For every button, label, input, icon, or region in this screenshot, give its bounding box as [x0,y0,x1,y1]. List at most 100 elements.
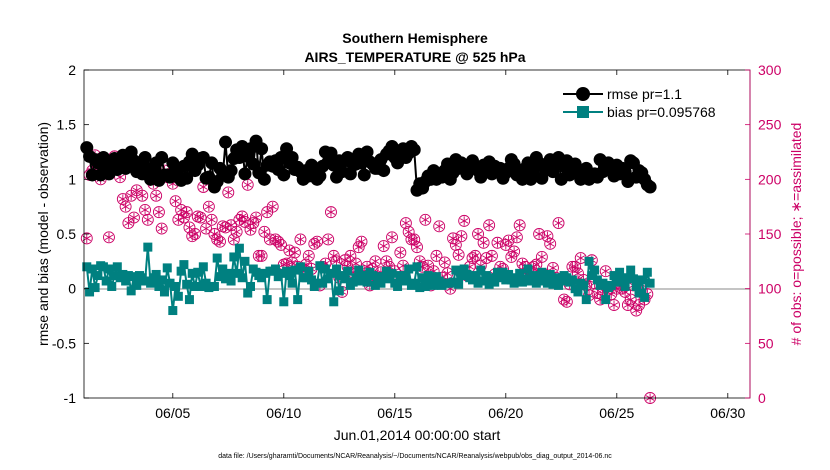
obs-possible-point [541,230,554,243]
bias-point [107,281,117,291]
bias-point [590,265,600,275]
bias-point [118,269,128,279]
obs-possible-point [394,246,407,259]
y-axis-label: rmse and bias (model - observation) [35,122,51,346]
obs-assimilated-point [515,220,524,230]
obs-possible-point [308,237,321,250]
obs-assimilated-point [387,232,397,242]
obs-possible-point [447,232,460,245]
obs-assimilated-point [232,227,241,237]
bias-point [85,287,95,297]
rmse-point [138,150,152,164]
rmse-point [219,135,233,149]
obs-possible-point [408,233,421,246]
bias-point [262,295,272,305]
obs-possible-point [510,231,523,244]
obs-assimilated-point [412,242,422,252]
obs-possible-point [266,200,279,213]
obs-assimilated-point [357,237,366,247]
obs-possible-point [438,256,451,269]
bias-point [168,306,178,316]
obs-assimilated-point [171,196,180,206]
bias-point [259,268,269,278]
bias-point [123,271,133,281]
obs-assimilated-point [104,232,114,242]
obs-possible-point [227,233,240,246]
obs-assimilated-point [129,213,139,223]
obs-assimilated-point [140,205,150,215]
bias-point [101,276,111,286]
bias-point [551,273,561,283]
bias-point [104,264,114,274]
obs-possible-point [558,293,571,306]
obs-assimilated-point [473,229,483,239]
y-tick-label: 1 [68,171,76,187]
bias-point [620,281,630,291]
chart-title-line-2: AIRS_TEMPERATURE @ 525 hPa [304,49,525,65]
obs-assimilated-point [246,225,255,235]
rmse-point [546,165,560,179]
obs-possible-point [230,225,243,238]
bias-point [218,264,228,274]
obs-assimilated-point [240,217,250,227]
bias-point [121,276,131,286]
bias-point [454,279,464,289]
obs-assimilated-point [459,216,469,226]
bias-point [209,281,219,291]
y2-axis-ticks: 0 50 100 150 200 250 300 [745,62,782,406]
bias-point [401,273,411,283]
bias-point [479,276,489,286]
rmse-point [618,165,632,179]
obs-possible-point [535,251,548,263]
rmse-point [155,150,169,164]
obs-assimilated-point [290,247,300,258]
bias-point [307,275,317,285]
obs-assimilated-point [174,215,183,225]
bias-point [82,262,92,272]
y-tick-label: -0.5 [52,335,76,351]
obs-possible-point [302,249,315,262]
y2-tick-label: 100 [758,281,782,297]
y2-axis-label: # of obs: o=possible; ∗=assimilated [788,123,804,346]
rmse-point [324,146,338,160]
bias-point [370,280,380,290]
obs-assimilated-point [379,241,388,251]
bias-point [429,280,439,290]
obs-assimilated-point [323,234,333,245]
obs-assimilated-point [454,250,463,260]
bias-point [404,264,414,274]
obs-assimilated-point [224,187,233,198]
obs-possible-point [202,200,215,213]
obs-assimilated-point [543,231,552,241]
obs-possible-point [630,304,643,317]
bias-point [579,280,588,290]
obs-assimilated-point [190,229,200,239]
obs-assimilated-point [593,288,602,298]
obs-assimilated-point [479,238,488,248]
bias-point [182,279,192,289]
obs-possible-point [405,233,418,246]
bias-point [393,281,403,291]
obs-possible-point [355,235,368,248]
obs-possible-point [469,249,482,262]
bias-point [515,268,525,278]
bias-point [312,278,322,288]
obs-possible-point [141,213,154,226]
obs-assimilated-point [182,207,191,217]
legend-box [560,78,742,124]
obs-assimilated-point [396,247,405,258]
bias-point [492,267,502,277]
bias-point [304,266,314,276]
bias-point [640,292,650,302]
bias-point [196,281,206,291]
obs-possible-point [508,245,521,258]
obs-possible-point [377,240,390,252]
x-tick-label: 06/30 [710,405,745,421]
bias-point [470,271,480,281]
bias-point [587,271,597,281]
bias-point [157,275,167,285]
obs-assimilated-point [504,235,513,246]
obs-possible-point [472,228,484,240]
obs-assimilated-point [282,258,291,269]
obs-possible-point [208,228,221,240]
